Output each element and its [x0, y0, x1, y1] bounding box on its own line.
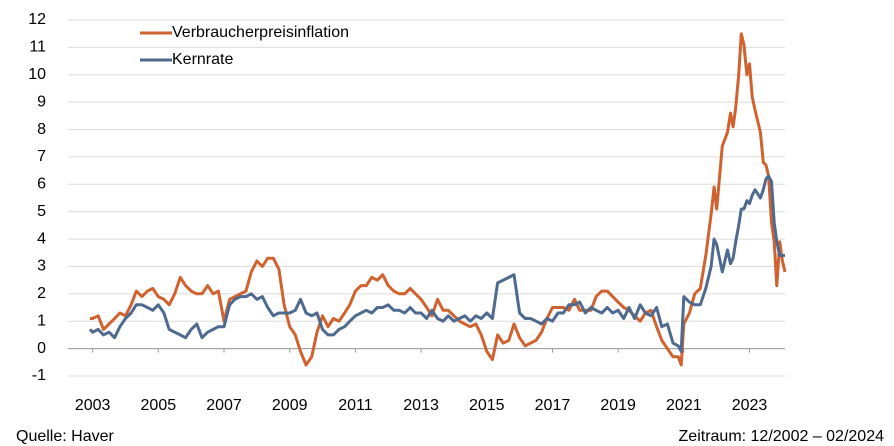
x-tick-label: 2015: [469, 397, 505, 414]
y-tick-label: 1: [37, 312, 46, 329]
y-tick-label: 6: [37, 176, 46, 193]
x-tick-label: 2003: [75, 397, 111, 414]
y-tick-label: 9: [37, 93, 46, 110]
x-tick-label: 2023: [732, 397, 768, 414]
y-tick-label: 0: [37, 340, 46, 357]
y-tick-label: 2: [37, 285, 46, 302]
x-tick-label: 2019: [600, 397, 636, 414]
y-tick-label: 5: [37, 203, 46, 220]
y-tick-label: 11: [29, 39, 46, 56]
x-tick-label: 2013: [403, 397, 439, 414]
y-tick-label: -1: [32, 367, 46, 384]
y-tick-label: 7: [37, 148, 46, 165]
series-line: [90, 32, 787, 367]
y-tick-label: 10: [28, 66, 46, 83]
y-tick-label: 3: [37, 258, 46, 275]
x-tick-label: 2021: [666, 397, 702, 414]
y-tick-label: 4: [37, 230, 46, 247]
series-line: [88, 174, 785, 353]
y-tick-label: 12: [28, 11, 46, 28]
x-tick-label: 2009: [272, 397, 308, 414]
y-tick-label: 8: [37, 121, 46, 138]
period: Zeitraum: 12/2002 – 02/2024: [679, 428, 885, 445]
legend-label: Kernrate: [172, 51, 233, 68]
x-tick-label: 2011: [338, 397, 373, 414]
x-tick-label: 2007: [206, 397, 242, 414]
legend-label: Verbraucherpreisinflation: [172, 24, 349, 41]
source: Quelle: Haver: [16, 428, 114, 445]
x-tick-label: 2017: [535, 397, 571, 414]
x-tick-label: 2005: [141, 397, 177, 414]
